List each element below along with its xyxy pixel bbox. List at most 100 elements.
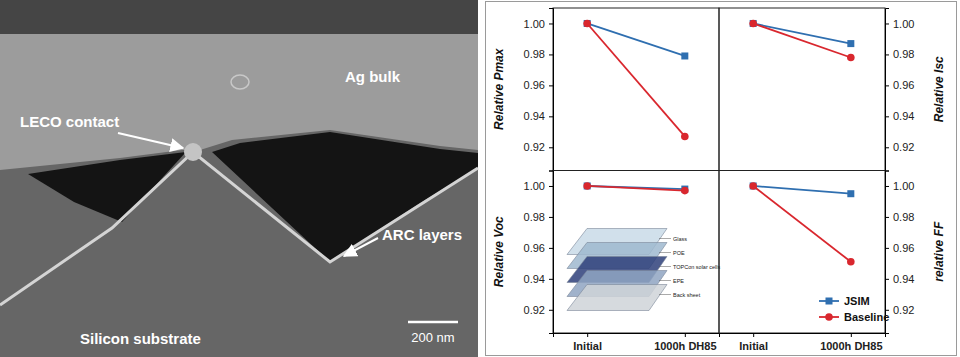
tick-mark [549, 23, 553, 24]
tick-mark [549, 147, 553, 148]
legend-label: JSIM [844, 295, 870, 307]
axis-line [886, 171, 890, 334]
tick-mark [549, 186, 553, 187]
axis-title: relative FF [932, 221, 946, 282]
tick-mark [885, 85, 889, 86]
tick-mark [885, 248, 889, 249]
y-axis: 0.920.940.960.981.00 [885, 9, 914, 172]
tick-mark [549, 279, 553, 280]
arrow [344, 238, 378, 256]
data-layer [583, 182, 688, 194]
tick-mark [549, 116, 553, 117]
marker [847, 190, 854, 197]
tick: 0.94 [885, 110, 914, 122]
particle [231, 75, 249, 89]
marker [847, 258, 855, 266]
tick-label: 0.92 [893, 304, 914, 316]
tick: 0.92 [524, 141, 553, 153]
tick-mark [885, 54, 889, 55]
image-label: ARC layers [382, 226, 462, 243]
y-axis: 0.92 0.94 0.96 0.98 1.00 [524, 171, 554, 334]
void [28, 152, 186, 222]
tick-mark [885, 217, 889, 218]
tick: 0.96 [885, 242, 914, 254]
series-line [587, 186, 685, 191]
tick-mark [549, 54, 553, 55]
marker [750, 182, 757, 189]
micrograph: Ag bulkLECO contactARC layersSilicon sub… [0, 0, 478, 357]
panel: 0.920.940.960.981.00Relative Pmax [492, 8, 719, 171]
chart-border [486, 2, 957, 356]
tick: Initial [573, 333, 602, 352]
marker [584, 20, 591, 27]
plot-frame [719, 8, 885, 171]
tick: 0.98 [885, 48, 914, 60]
tick: 0.98 [885, 211, 914, 223]
tick: 0.96 [885, 79, 914, 91]
legend-marker [826, 298, 833, 305]
marker [847, 54, 855, 62]
marker [583, 182, 591, 190]
inset-leader [659, 252, 671, 253]
tick: 0.96 [524, 242, 553, 254]
tick-mark [885, 116, 889, 117]
tick-label: 0.94 [524, 273, 545, 285]
tick-label: 0.98 [893, 48, 914, 60]
tick-label: 1.00 [524, 180, 545, 192]
contact [184, 143, 202, 161]
tick-label: 0.94 [893, 273, 914, 285]
figure: Ag bulkLECO contactARC layersSilicon sub… [0, 0, 960, 357]
legend-marker [825, 313, 833, 321]
tick: 1000h DH85 [654, 333, 716, 352]
plot-frame [553, 8, 719, 171]
tick-mark [549, 310, 553, 311]
tick-mark [885, 186, 889, 187]
y-axis: 0.920.940.960.981.00 [885, 171, 914, 334]
tick-label: 0.94 [893, 110, 914, 122]
data-layer [749, 20, 854, 62]
tick-label: 1000h DH85 [654, 340, 716, 352]
tick-mark [587, 333, 588, 337]
marker [847, 40, 854, 47]
x-axis: Initial 1000h DH85 [720, 333, 886, 352]
panel: 0.920.940.960.981.00Relative Isc [719, 8, 946, 171]
tick: 0.92 [885, 304, 914, 316]
inset-layer [567, 285, 667, 311]
tick-label: 0.92 [524, 304, 545, 316]
axis-line [720, 334, 886, 338]
tick: 0.98 [524, 211, 553, 223]
inset-label: Glass [673, 236, 687, 242]
inset-label: Back sheet [673, 292, 701, 298]
series-line [753, 186, 851, 262]
inset-label: POE [673, 250, 685, 256]
image-label: LECO contact [20, 113, 119, 130]
tick: 0.94 [885, 273, 914, 285]
arc-layer [0, 152, 478, 305]
marker [584, 182, 591, 189]
scale-bar [408, 321, 458, 324]
tick: 0.92 [524, 304, 553, 316]
data-layer [583, 20, 688, 141]
substrate-region [0, 0, 478, 357]
arrow [118, 133, 183, 148]
image-label: Silicon substrate [80, 330, 201, 347]
data-layer [749, 182, 854, 265]
inset-leader [659, 266, 671, 267]
axis-line [554, 334, 720, 338]
tick: 1.00 [524, 180, 553, 192]
panel: 0.920.940.960.981.00Initial1000h DH85rel… [719, 171, 946, 352]
inset-label: TOPCon solar cells [673, 264, 721, 270]
tick: 0.92 [885, 141, 914, 153]
tick: Initial [739, 333, 768, 352]
series-line [753, 186, 851, 194]
tick-label: 0.96 [524, 79, 545, 91]
tick-label: 1000h DH85 [820, 340, 882, 352]
tick: 0.96 [524, 79, 553, 91]
tick-label: 1.00 [524, 17, 545, 29]
tick-label: 0.92 [893, 141, 914, 153]
tick-label: 0.98 [893, 211, 914, 223]
inset-leader [659, 294, 671, 295]
plot-frame [719, 171, 885, 334]
tick-mark [851, 333, 852, 337]
tick-mark [549, 248, 553, 249]
